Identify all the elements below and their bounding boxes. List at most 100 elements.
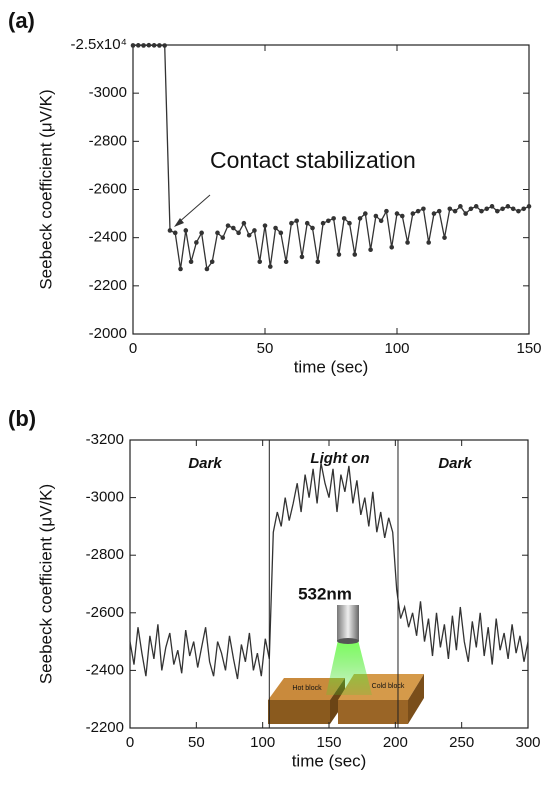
data-point [157, 43, 162, 48]
data-point [199, 230, 204, 236]
data-point [500, 206, 505, 212]
inset-illustration [268, 605, 424, 724]
data-point [278, 230, 284, 236]
data-point [505, 204, 511, 209]
y-tick-label: -2800 [89, 132, 127, 149]
data-point [172, 230, 178, 236]
data-point [405, 240, 410, 245]
data-line [132, 44, 530, 271]
x-tick-label: 300 [515, 734, 540, 751]
x-axis-label: time (sec) [292, 751, 367, 770]
data-point [526, 204, 532, 209]
x-tick-label: 150 [316, 734, 341, 751]
x-tick-label: 0 [126, 734, 134, 751]
x-tick-label: 250 [449, 734, 474, 751]
y-tick-label: -2.5x10⁴ [71, 36, 127, 53]
y-tick-label: -3200 [86, 431, 124, 448]
data-point [130, 43, 136, 48]
x-tick-label: 50 [257, 340, 274, 357]
data-point [289, 220, 294, 226]
laser-head [337, 605, 359, 641]
data-point [209, 259, 215, 265]
data-point [363, 211, 368, 216]
x-tick-label: 0 [129, 340, 137, 357]
annotation-arrow [177, 194, 211, 224]
data-point [183, 228, 189, 233]
laser-beam [326, 640, 372, 695]
data-point [352, 252, 358, 257]
data-point [220, 235, 226, 240]
data-point [178, 266, 183, 272]
data-point [225, 223, 231, 228]
data-point [331, 216, 336, 221]
data-point [283, 259, 289, 265]
y-tick-label: -3000 [89, 84, 127, 101]
data-point [489, 204, 495, 209]
y-tick-label: -3000 [86, 489, 124, 506]
data-point [194, 240, 199, 245]
y-tick-label: -2600 [86, 604, 124, 621]
data-point [315, 259, 321, 265]
x-tick-label: 150 [516, 340, 541, 357]
annotation: Hot block [292, 685, 322, 692]
data-point [320, 220, 326, 226]
hot-block-front [268, 700, 330, 724]
data-point [426, 240, 431, 245]
data-point [347, 220, 352, 226]
annotation: Light on [310, 450, 369, 467]
data-point [431, 211, 437, 216]
data-point [484, 206, 490, 212]
data-point [162, 43, 167, 48]
x-axis-label: time (sec) [294, 357, 369, 376]
y-tick-label: -2200 [89, 277, 127, 294]
data-point [516, 208, 521, 214]
data-point [151, 43, 157, 48]
cold-block-side [408, 674, 424, 724]
laser-aperture [337, 638, 359, 644]
data-point [447, 206, 453, 212]
y-axis-label: Seebeck coefficient (μV/K) [36, 484, 55, 684]
data-point [378, 218, 384, 224]
data-point [521, 206, 527, 212]
data-point [257, 259, 263, 265]
data-point [458, 204, 463, 209]
data-point [231, 225, 236, 231]
panel-label: (b) [8, 406, 36, 431]
data-point [336, 252, 342, 257]
annotation: Dark [438, 455, 472, 472]
data-point [495, 208, 500, 214]
data-point [510, 206, 516, 212]
data-point [357, 216, 363, 221]
y-tick-label: -2400 [86, 661, 124, 678]
data-point [246, 232, 252, 238]
x-tick-label: 100 [250, 734, 275, 751]
data-point [415, 208, 421, 214]
annotation: 532nm [298, 584, 352, 603]
data-point [141, 43, 146, 48]
data-point [399, 213, 405, 219]
y-tick-label: -2000 [89, 325, 127, 342]
data-point [326, 218, 331, 224]
data-point [452, 208, 458, 214]
data-point [204, 266, 210, 272]
data-point [463, 211, 468, 216]
data-point [236, 230, 241, 236]
hot-block-top [268, 678, 345, 700]
annotation: Contact stabilization [210, 147, 416, 173]
annotation: Cold block [372, 683, 405, 690]
data-point [310, 225, 315, 231]
data-point [188, 259, 194, 265]
data-point [468, 206, 474, 212]
data-point [215, 230, 220, 236]
data-point [421, 206, 426, 212]
plot-frame [132, 44, 530, 335]
data-point [479, 208, 484, 214]
panel-label: (a) [8, 8, 35, 33]
data-point [146, 42, 152, 48]
data-point [394, 211, 400, 216]
data-point [273, 225, 278, 231]
data-point [294, 218, 299, 224]
data-point [167, 228, 173, 233]
cold-block-front [338, 700, 408, 724]
